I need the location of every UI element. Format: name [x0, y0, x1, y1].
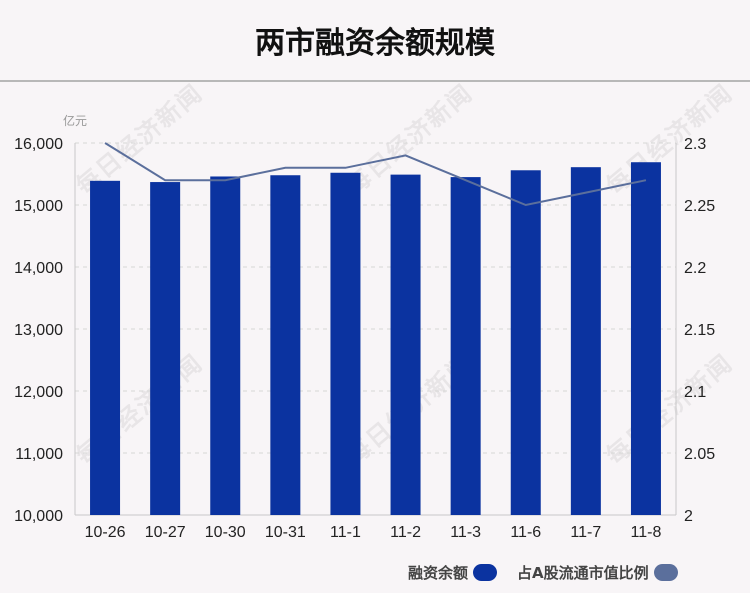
- ratio-line: [104, 142, 647, 207]
- y-unit-label: 亿元: [63, 113, 87, 128]
- y-left-tick-label: 14,000: [14, 260, 63, 277]
- y-right-tick-label: 2.1: [684, 384, 706, 401]
- title-divider: [0, 80, 750, 82]
- bar: [570, 167, 601, 515]
- bar: [330, 172, 361, 515]
- x-tick-label: 10-26: [85, 524, 126, 541]
- x-tick-label: 11-3: [450, 524, 481, 541]
- x-tick-label: 11-2: [390, 524, 421, 541]
- y-right-tick-label: 2.2: [684, 260, 706, 277]
- bar: [450, 177, 481, 515]
- bar: [270, 175, 301, 516]
- y-left-tick-label: 11,000: [15, 446, 63, 463]
- x-tick-label: 11-7: [570, 524, 601, 541]
- y-right-tick-label: 2.05: [684, 446, 715, 463]
- bar: [630, 162, 661, 515]
- bar: [390, 174, 421, 515]
- bar: [90, 180, 121, 515]
- x-tick-label: 10-27: [145, 524, 186, 541]
- y-right-tick-label: 2: [684, 508, 693, 525]
- legend-item-ratio[interactable]: 占A股流通市值比例: [517, 562, 678, 583]
- y-right-tick-label: 2.3: [684, 136, 706, 153]
- bar: [210, 176, 241, 516]
- y-left-tick-label: 10,000: [14, 508, 63, 525]
- y-left-tick-label: 13,000: [14, 322, 63, 339]
- y-left-tick-label: 15,000: [14, 198, 63, 215]
- legend-item-balance[interactable]: 融资余额: [408, 562, 498, 583]
- x-tick-label: 10-30: [205, 524, 246, 541]
- chart-title: 两市融资余额规模: [255, 26, 495, 61]
- legend-swatch-line: [653, 564, 678, 581]
- x-tick-label: 11-8: [631, 524, 662, 541]
- x-tick-label: 11-1: [330, 524, 361, 541]
- y-left-tick-label: 12,000: [14, 384, 63, 401]
- y-right-tick-label: 2.25: [684, 198, 715, 215]
- bar: [150, 182, 181, 515]
- bar: [510, 170, 541, 515]
- y-left-tick-label: 16,000: [14, 136, 63, 153]
- legend-label: 融资余额: [408, 564, 469, 582]
- x-tick-label: 11-6: [510, 524, 541, 541]
- x-tick-label: 10-31: [265, 524, 306, 541]
- legend-label: 占A股流通市值比例: [517, 564, 649, 582]
- y-right-tick-label: 2.15: [684, 322, 715, 339]
- legend-swatch-bar: [473, 564, 498, 581]
